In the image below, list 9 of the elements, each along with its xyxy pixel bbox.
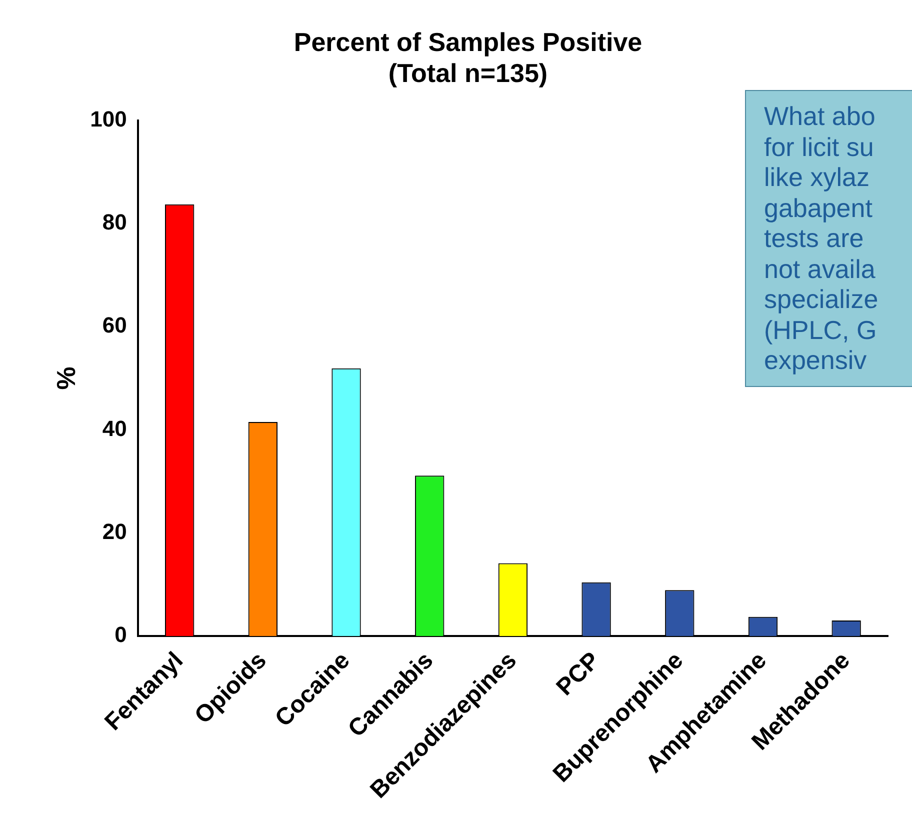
- y-tick-label: 100: [90, 106, 127, 132]
- y-tick-label: 40: [102, 416, 127, 441]
- y-tick-label: 60: [102, 312, 127, 338]
- text: What abo for licit su like xylaz gabapent tests are not availa specialize (HPLC, G expensiv: [764, 101, 878, 375]
- y-axis-title: %: [50, 366, 81, 390]
- y-tick-label: 0: [114, 622, 127, 648]
- y-tick-label: 80: [102, 210, 127, 235]
- y-tick-label: 20: [102, 518, 127, 544]
- chart-title: Percent of Samples Positive (Total n=135): [294, 26, 642, 88]
